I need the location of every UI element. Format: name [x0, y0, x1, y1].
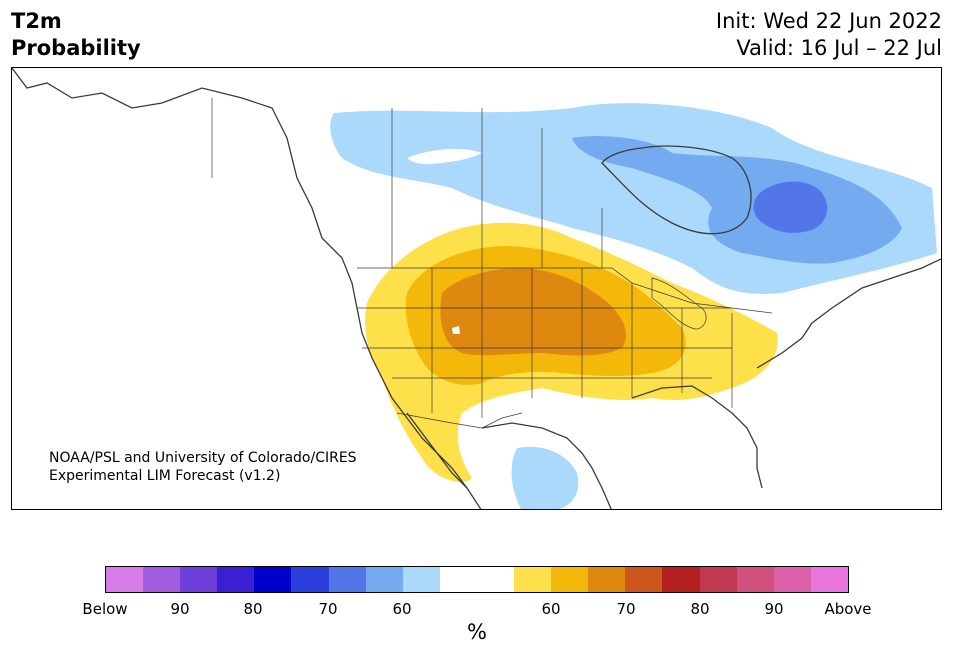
- colorbar-segment: [551, 567, 589, 592]
- below-70-region-hudson: [572, 136, 902, 264]
- colorbar-segment: [699, 567, 737, 592]
- neutral-patch-arctic: [407, 148, 482, 165]
- colorbar-segment: [106, 567, 144, 592]
- tick-above-90: 90: [764, 600, 784, 618]
- colorbar-segment: [254, 567, 292, 592]
- below-80-region-quebec: [753, 181, 828, 233]
- map-panel: [11, 67, 942, 510]
- probability-map: [12, 68, 941, 509]
- colorbar-segment: [514, 567, 552, 592]
- colorbar-segment: [625, 567, 663, 592]
- colorbar-segment: [217, 567, 255, 592]
- lake-spot: [452, 326, 460, 334]
- credit-text: NOAA/PSL and University of Colorado/CIRE…: [49, 449, 357, 485]
- init-date: Init: Wed 22 Jun 2022: [715, 9, 942, 33]
- valid-range: Valid: 16 Jul – 22 Jul: [736, 36, 942, 60]
- colorbar-segment: [439, 567, 477, 592]
- colorbar-segment: [662, 567, 700, 592]
- tick-above-80: 80: [690, 600, 710, 618]
- chart-title: T2m Probability: [11, 8, 141, 62]
- tick-above-70: 70: [616, 600, 636, 618]
- variable-label: T2m: [11, 9, 62, 33]
- tick-above-60: 60: [541, 600, 561, 618]
- colorbar-segment: [588, 567, 626, 592]
- colorbar-segment: [773, 567, 811, 592]
- forecast-dates: Init: Wed 22 Jun 2022 Valid: 16 Jul – 22…: [716, 8, 942, 62]
- colorbar-segment: [476, 567, 515, 592]
- atlantic-coastline: [631, 258, 941, 489]
- unit-label: %: [467, 620, 487, 644]
- political-borders: [211, 98, 773, 429]
- colorbar-segment: [328, 567, 366, 592]
- tick-below: Below: [82, 600, 128, 618]
- colorbar-segment: [810, 567, 848, 592]
- tick-below-80: 80: [243, 600, 263, 618]
- hudson-bay-coast: [601, 145, 752, 235]
- credit-line-2: Experimental LIM Forecast (v1.2): [49, 468, 281, 484]
- province-lines: [211, 98, 603, 268]
- below-60-region-mexico: [511, 446, 579, 509]
- colorbar: [105, 566, 849, 593]
- baja-coast: [406, 412, 468, 489]
- colorbar-segment: [180, 567, 218, 592]
- us-mexico-border: [396, 412, 523, 429]
- gulf-coastline: [481, 422, 612, 509]
- tick-below-70: 70: [318, 600, 338, 618]
- great-lakes: [651, 277, 707, 330]
- probability-label: Probability: [11, 36, 141, 60]
- coastlines: [12, 68, 941, 509]
- colorbar-segment: [736, 567, 774, 592]
- state-lines: [357, 268, 733, 418]
- tick-below-90: 90: [170, 600, 190, 618]
- tick-above: Above: [824, 600, 872, 618]
- above-80-region: [440, 268, 626, 356]
- colorbar-segment: [143, 567, 181, 592]
- tick-below-60: 60: [392, 600, 412, 618]
- forecast-shading: [330, 103, 937, 509]
- colorbar-segment: [291, 567, 329, 592]
- credit-line-1: NOAA/PSL and University of Colorado/CIRE…: [49, 450, 357, 466]
- colorbar-segment: [365, 567, 403, 592]
- colorbar-segment: [402, 567, 440, 592]
- pacific-coastline: [12, 68, 482, 509]
